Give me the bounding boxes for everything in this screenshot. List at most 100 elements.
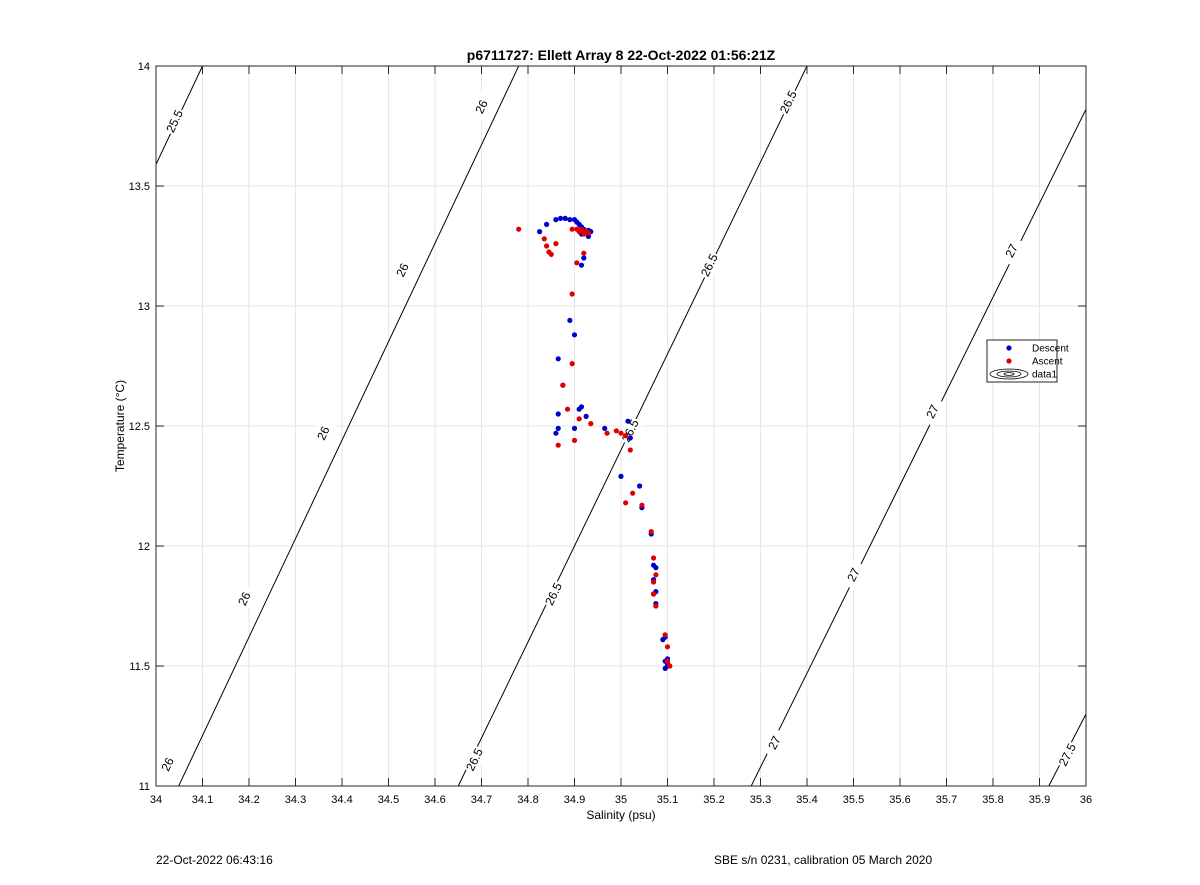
contour-label: 27: [923, 402, 942, 420]
legend-box: [986, 339, 1058, 383]
ascent-point: [544, 243, 550, 249]
ascent-point: [569, 226, 575, 232]
descent-point: [627, 435, 633, 441]
contour-label: 27: [765, 733, 784, 751]
y-tick-label: 14: [138, 61, 150, 73]
x-tick-label: 35.9: [1029, 794, 1050, 806]
ascent-point: [627, 447, 633, 453]
descent-point: [602, 425, 608, 431]
contour-label: 26: [314, 424, 332, 442]
contour-label-bg: [761, 727, 788, 758]
contour-label-bg: [998, 235, 1025, 266]
contour-label: 26: [393, 261, 411, 279]
descent-point: [585, 233, 592, 239]
x-tick-label: 35.6: [889, 794, 910, 806]
ascent-point: [571, 437, 578, 443]
descent-point: [567, 317, 573, 323]
contour-label-bg: [310, 418, 337, 449]
ascent-point: [623, 500, 629, 506]
contour-label-bg: [161, 106, 188, 137]
contour-label-bg: [840, 559, 867, 590]
descent-point: [618, 473, 624, 479]
x-tick-label: 36: [1080, 794, 1092, 806]
contour-label-bg: [461, 744, 488, 775]
x-tick-label: 35.4: [796, 794, 817, 806]
legend: Descent Ascent data1: [986, 339, 1069, 383]
ascent-point: [648, 529, 654, 535]
ascent-point: [574, 260, 580, 266]
ascent-point: [581, 250, 587, 256]
x-axis-label: Salinity (psu): [586, 808, 655, 822]
x-axis-ticks: 34 34.1 34.2 34.3 34.4 34.5 34.6 34.7 34.8 34.9 35…: [150, 66, 1092, 806]
x-tick-label: 35.1: [657, 794, 678, 806]
ascent-point: [653, 603, 659, 609]
contour-group: 25.5262626262626.526.526.526.526.5272727…: [156, 66, 1086, 786]
contour-label-bg: [468, 91, 495, 122]
descent-point: [578, 404, 585, 410]
descent-point: [555, 411, 561, 417]
series-ascent: [516, 226, 673, 669]
x-tick-label: 34: [150, 794, 162, 806]
ascent-point: [548, 251, 554, 257]
descent-point: [555, 425, 561, 431]
x-tick-label: 35.7: [936, 794, 957, 806]
x-tick-label: 34.6: [424, 794, 445, 806]
descent-point: [544, 221, 550, 227]
contour-label: 26: [235, 589, 253, 607]
contour-label: 26: [158, 755, 176, 773]
ascent-point: [650, 591, 657, 597]
ascent-point: [613, 428, 619, 434]
contour-label-bg: [919, 396, 946, 427]
y-tick-label: 13.5: [129, 181, 150, 193]
descent-point: [653, 565, 659, 571]
x-tick-label: 34.8: [517, 794, 538, 806]
ascent-point: [553, 241, 559, 247]
y-axis-ticks: 11 11.5 12 12.5 13 13.5 14: [129, 61, 1086, 793]
y-tick-label: 12: [138, 541, 150, 553]
ascent-point: [650, 555, 657, 561]
x-tick-label: 34.1: [192, 794, 213, 806]
legend-marker: [1006, 358, 1012, 364]
contour-label: 27: [844, 565, 863, 583]
descent-point: [637, 483, 643, 489]
descent-point: [578, 262, 585, 268]
legend-label: data1: [1032, 370, 1057, 381]
legend-marker: [1006, 345, 1012, 351]
ascent-point: [516, 226, 522, 232]
grid: [155, 65, 1087, 787]
contour-label-bg: [775, 86, 802, 118]
descent-point: [553, 217, 559, 223]
ascent-point: [569, 291, 575, 297]
contour-label-bg: [617, 415, 644, 446]
legend-item-ascent: Ascent: [1006, 357, 1063, 368]
legend-label: Ascent: [1032, 357, 1063, 368]
y-tick-label: 13: [138, 301, 150, 313]
descent-point: [571, 425, 578, 431]
legend-item-data1: data1: [989, 368, 1057, 381]
ascent-point: [555, 442, 561, 448]
contour-label: 26: [472, 97, 490, 115]
contour-label-bg: [231, 583, 258, 614]
descent-point: [557, 215, 564, 221]
x-tick-label: 35.5: [843, 794, 864, 806]
x-tick-label: 34.2: [238, 794, 259, 806]
descent-point: [567, 217, 573, 223]
ascent-point: [588, 421, 594, 427]
ascent-point: [560, 382, 566, 388]
x-tick-label: 35.8: [982, 794, 1003, 806]
contour-line: [750, 108, 1086, 786]
y-tick-label: 11.5: [129, 661, 150, 673]
x-tick-label: 35.3: [750, 794, 771, 806]
y-tick-label: 12.5: [129, 421, 150, 433]
ascent-point: [664, 658, 671, 664]
descent-point: [583, 413, 589, 419]
x-tick-label: 34.3: [285, 794, 306, 806]
report-timestamp: 22-Oct-2022 06:43:16: [156, 853, 273, 867]
legend-item-descent: Descent: [1006, 344, 1069, 355]
ascent-point: [618, 430, 624, 436]
contour-icon: [1003, 372, 1015, 376]
x-tick-label: 35.2: [703, 794, 724, 806]
x-tick-label: 34.5: [378, 794, 399, 806]
contour-label-bg: [540, 578, 567, 610]
